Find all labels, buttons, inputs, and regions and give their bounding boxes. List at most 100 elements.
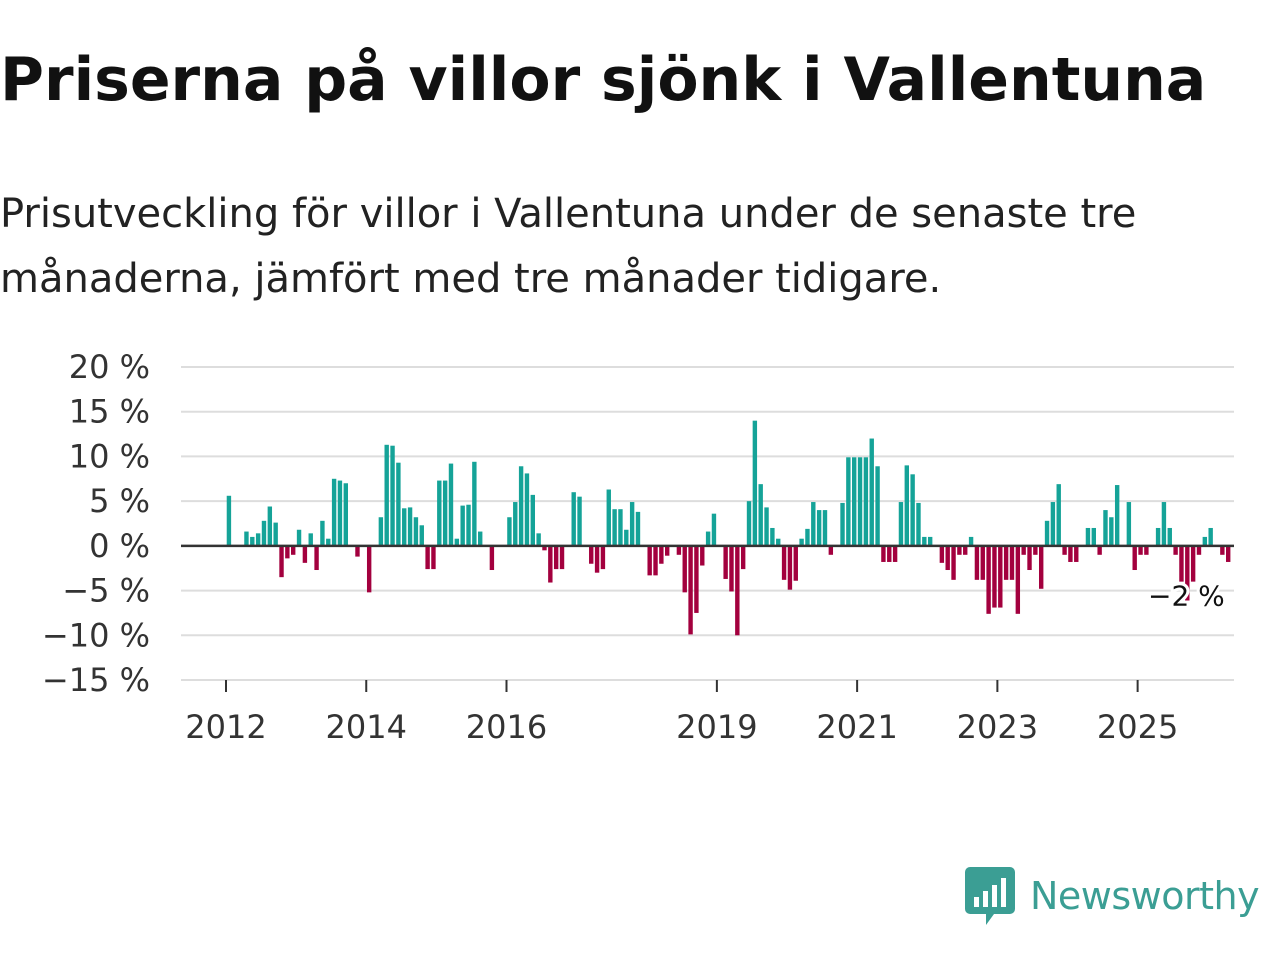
bar	[384, 444, 389, 546]
bar	[1132, 545, 1137, 571]
x-tick-label: 2019	[676, 708, 757, 746]
bar	[1039, 545, 1044, 589]
bar	[530, 494, 535, 546]
bar	[244, 531, 249, 546]
bar	[1190, 545, 1196, 582]
bar	[454, 538, 460, 546]
y-tick-label: −5 %	[62, 572, 150, 610]
bar	[1062, 545, 1067, 555]
bar	[518, 466, 524, 546]
y-tick-label: 5 %	[89, 482, 150, 520]
bar	[1044, 520, 1050, 546]
bar	[402, 508, 407, 546]
bar	[1114, 485, 1120, 546]
bar	[1074, 545, 1079, 562]
bar	[396, 462, 401, 546]
bar	[472, 461, 477, 546]
bar	[904, 465, 909, 546]
bar	[705, 531, 711, 546]
bar	[752, 420, 758, 546]
bar	[478, 531, 483, 546]
bar	[881, 545, 886, 562]
bar	[1103, 510, 1108, 546]
bar	[629, 502, 635, 546]
bar	[279, 545, 284, 578]
bar	[846, 457, 851, 546]
bar	[957, 545, 962, 555]
bar	[1033, 545, 1038, 555]
bar	[285, 545, 290, 559]
bar	[1109, 517, 1114, 546]
bar	[419, 525, 424, 546]
bar	[828, 545, 834, 555]
bar	[927, 536, 933, 546]
bar	[711, 513, 717, 546]
y-axis-labels: 20 % 15 % 10 % 5 % 0 % −5 % −10 % −15 %	[42, 348, 150, 699]
x-tick-label: 2012	[185, 708, 266, 746]
bar	[647, 545, 652, 576]
bar	[799, 538, 804, 546]
bar	[489, 545, 495, 571]
bar	[723, 545, 728, 579]
bar	[665, 545, 670, 556]
latest-value-label: −2 %	[1148, 580, 1225, 613]
bar	[320, 520, 325, 546]
bar	[980, 545, 985, 580]
bar	[758, 484, 763, 546]
bar	[857, 457, 863, 546]
bar	[781, 545, 787, 580]
bar	[600, 545, 606, 570]
bar	[1196, 545, 1202, 555]
bar	[688, 545, 693, 635]
bar	[1144, 545, 1149, 555]
bar	[442, 480, 448, 546]
bar	[524, 473, 530, 546]
bar	[1009, 545, 1015, 580]
bar	[770, 527, 775, 546]
bar	[875, 466, 880, 546]
annotation: −2 %	[1145, 577, 1228, 616]
bar	[407, 507, 413, 546]
bar	[331, 478, 337, 546]
x-tick-label: 2016	[466, 708, 547, 746]
bar	[694, 545, 699, 613]
bar	[793, 545, 798, 581]
bar	[1021, 545, 1026, 555]
bar	[448, 463, 454, 546]
bar	[548, 545, 553, 583]
y-tick-label: 20 %	[69, 348, 150, 386]
bar	[700, 545, 705, 566]
bar	[1226, 545, 1231, 562]
bar	[863, 457, 869, 546]
bar	[740, 545, 746, 570]
x-tick-label: 2025	[1097, 708, 1178, 746]
bar	[805, 528, 810, 546]
bar	[1138, 545, 1143, 555]
bars	[226, 420, 1231, 636]
bar	[507, 517, 512, 546]
bar	[1202, 536, 1208, 546]
bar	[986, 545, 991, 614]
bar	[653, 545, 658, 576]
bar	[1167, 527, 1172, 546]
bar	[261, 520, 267, 546]
newsworthy-logo-text: Newsworthy	[1030, 874, 1260, 918]
bar	[822, 510, 828, 546]
bar	[898, 502, 904, 546]
bar	[1056, 484, 1061, 546]
bar	[1068, 545, 1073, 562]
bar	[425, 545, 430, 570]
bar	[606, 489, 611, 546]
y-tick-label: 15 %	[69, 393, 150, 431]
bar	[1220, 545, 1225, 555]
bar	[746, 501, 752, 546]
x-axis: 2012 2014 2016 2019 2021 2023 2025	[181, 544, 1234, 746]
bar	[840, 502, 845, 546]
bar	[1161, 502, 1167, 546]
bar	[302, 545, 308, 563]
y-tick-label: 10 %	[69, 437, 150, 475]
bar	[1173, 545, 1178, 555]
bar	[378, 517, 384, 546]
bar	[559, 545, 565, 570]
bar	[1085, 527, 1091, 546]
